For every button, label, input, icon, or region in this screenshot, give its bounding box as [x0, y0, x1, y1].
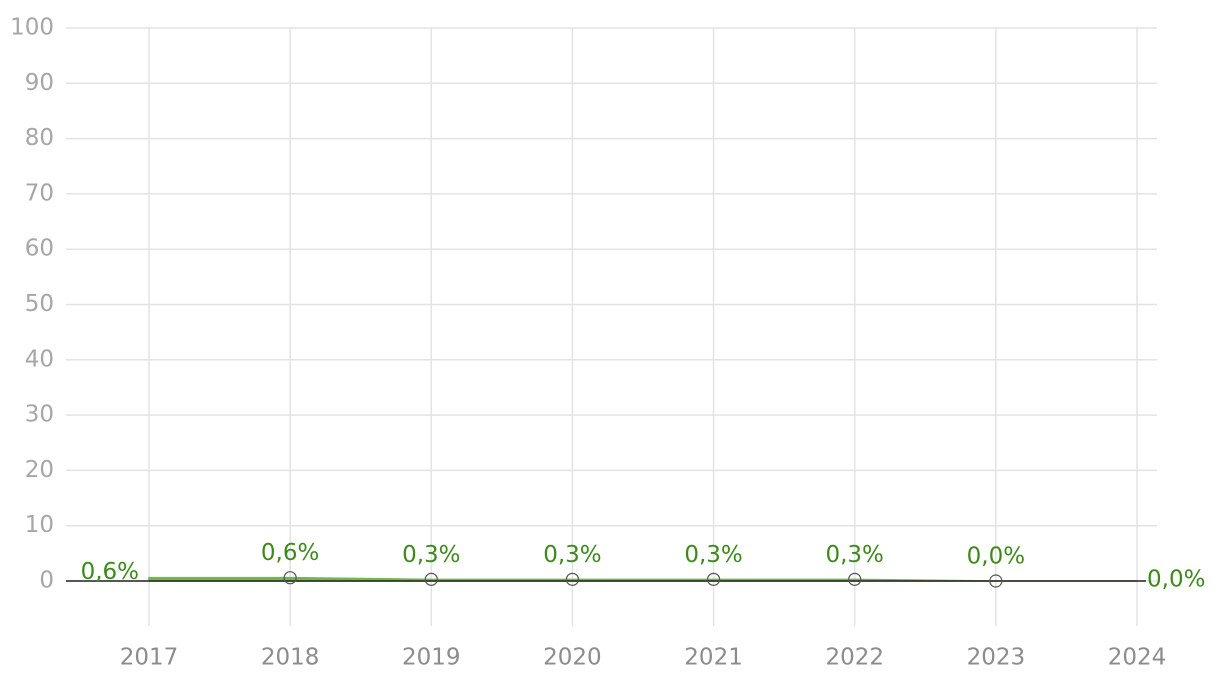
y-tick-label: 30 [25, 402, 54, 428]
point [989, 574, 1003, 588]
x-tick-label: 2018 [261, 645, 320, 671]
y-tick-label: 10 [25, 512, 54, 538]
point [565, 572, 580, 586]
data-label: 0,3% [402, 542, 460, 568]
data-label: 0,3% [684, 542, 742, 568]
data-label: 0,3% [543, 542, 601, 568]
y-tick-label: 100 [10, 15, 54, 41]
point [848, 572, 862, 586]
x-tick-label: 2021 [684, 645, 743, 671]
data-label: 0,0% [1147, 567, 1205, 593]
data-label: 0,6% [261, 540, 319, 566]
data-label: 0,3% [825, 542, 883, 568]
x-tick-label: 2022 [825, 645, 884, 671]
y-tick-label: 20 [25, 457, 54, 483]
y-tick-label: 70 [25, 180, 54, 206]
x-tick-label: 2023 [967, 645, 1026, 671]
y-tick-label: 50 [25, 291, 54, 317]
x-tick-label: 2017 [120, 645, 179, 671]
data-label: 0,0% [967, 544, 1025, 570]
y-tick-label: 60 [25, 236, 54, 262]
y-tick-label: 80 [25, 125, 54, 151]
data-label: 0,6% [81, 559, 139, 585]
x-tick-label: 2020 [543, 645, 602, 671]
y-tick-label: 0 [39, 568, 54, 594]
y-tick-label: 90 [25, 70, 54, 96]
x-tick-label: 2019 [402, 645, 461, 671]
point [706, 572, 721, 586]
y-tick-label: 40 [25, 346, 54, 372]
point [283, 571, 297, 585]
x-tick-label: 2024 [1108, 645, 1167, 671]
point [424, 572, 438, 586]
